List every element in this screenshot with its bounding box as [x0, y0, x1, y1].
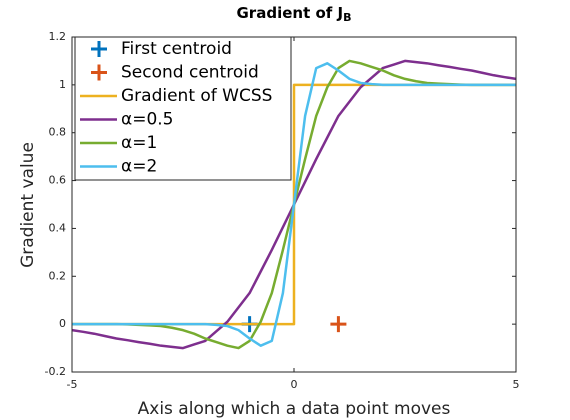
x-axis-label: Axis along which a data point moves — [138, 399, 451, 419]
y-tick-label: 1.2 — [49, 30, 67, 43]
y-tick-label: 0 — [59, 317, 66, 330]
legend-label: α=0.5 — [121, 110, 174, 130]
legend-label: α=2 — [121, 157, 157, 177]
centroid-marker — [330, 316, 347, 333]
y-tick-label: 1 — [59, 78, 66, 91]
x-tick-label: -5 — [67, 378, 78, 391]
y-tick-label: 0.8 — [49, 126, 67, 139]
title-subscript: B — [343, 11, 351, 24]
legend-label: Gradient of WCSS — [121, 86, 272, 106]
y-tick-label: 0.2 — [49, 269, 67, 282]
legend-label: First centroid — [121, 39, 232, 59]
legend-label: Second centroid — [121, 63, 259, 83]
x-tick-label: 0 — [291, 378, 298, 391]
y-tick-label: -0.2 — [45, 365, 66, 378]
legend-label: α=1 — [121, 133, 157, 153]
centroid-marker — [91, 64, 107, 81]
chart-title: Gradient of JB — [237, 4, 352, 25]
series-line — [72, 62, 516, 347]
title-main: Gradient of J — [237, 4, 344, 22]
legend-box — [74, 36, 292, 181]
x-tick-label: 5 — [513, 378, 520, 391]
y-axis-label: Gradient value — [18, 142, 38, 268]
y-tick-label: 0.6 — [49, 174, 67, 187]
y-tick-label: 0.4 — [49, 221, 67, 234]
centroid-marker — [91, 41, 107, 57]
axes-box — [71, 36, 517, 373]
